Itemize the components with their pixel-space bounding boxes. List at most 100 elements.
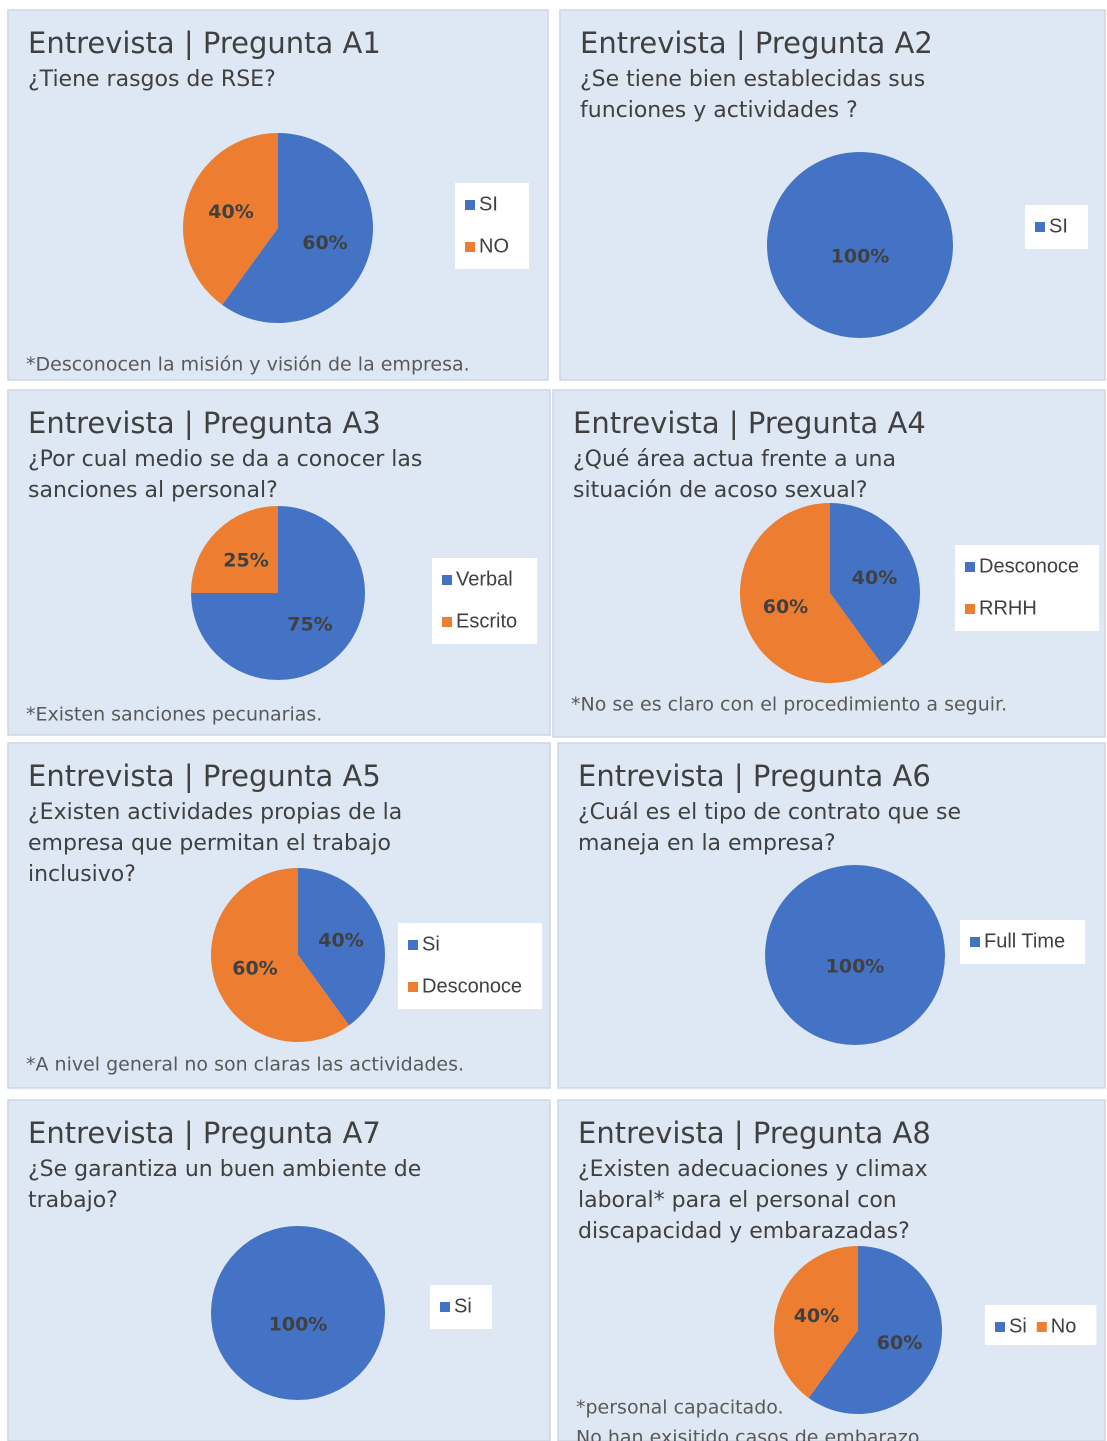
data-label: 75% [287,613,332,635]
pie: 100% [211,1226,385,1400]
question: ¿Se garantiza un buen ambiente de [28,1157,421,1182]
legend: Si No [985,1305,1097,1345]
pie-slice [222,133,374,324]
legend-swatch [465,242,475,252]
legend-box [955,545,1100,631]
panel-title: Entrevista | Pregunta A1 [28,26,381,60]
panel-title: Entrevista | Pregunta A4 [573,406,926,440]
legend: SI NO [455,183,529,269]
panel-title: Entrevista | Pregunta A2 [580,26,933,60]
legend-label: NO [479,235,509,257]
legend-label: Si [454,1295,472,1317]
question: trabajo? [28,1188,118,1213]
data-label: 60% [763,596,808,618]
pie-slice [808,1246,942,1415]
note: No han exisitido casos de embarazo [576,1427,919,1441]
legend: Si Desconoce [398,923,543,1009]
legend-swatch [442,575,452,585]
data-label: 60% [877,1332,922,1354]
question: sanciones al personal? [28,478,278,503]
legend-box [960,920,1086,964]
pie-slice [211,868,350,1042]
note: *Existen sanciones pecunarias. [26,704,322,726]
question: situación de acoso sexual? [573,478,868,503]
question: ¿Existen adecuaciones y climax [578,1157,928,1182]
panel-title: Entrevista | Pregunta A7 [28,1116,381,1150]
question: laboral* para el personal con [578,1188,897,1213]
legend-swatch [965,604,975,614]
data-label: 100% [826,956,885,978]
question: empresa que permitan el trabajo [28,831,391,856]
pie-slice [191,506,278,593]
legend-box [432,558,538,644]
legend-box [455,183,529,269]
pie: 40% 60% [211,868,386,1042]
legend-swatch [442,617,452,627]
panel-title: Entrevista | Pregunta A8 [578,1116,931,1150]
legend-label: RRHH [979,597,1037,619]
data-label: 40% [852,567,897,589]
legend-swatch [440,1302,450,1312]
legend-label: Si [1009,1315,1027,1337]
legend-label: No [1051,1315,1077,1337]
legend: Desconoce RRHH [955,545,1100,631]
legend-label: Full Time [984,930,1065,952]
note: *A nivel general no son claras las activ… [26,1054,464,1076]
pie: 75% 25% [191,506,365,680]
pie-slice [774,1246,858,1398]
legend-swatch [995,1322,1005,1332]
legend-label: Desconoce [422,975,522,997]
legend-swatch [408,982,418,992]
legend-label: Desconoce [979,555,1079,577]
pie-slice [767,152,953,338]
legend: SI [1025,205,1088,249]
pie-slice [211,1226,385,1400]
legend-label: SI [479,193,498,215]
data-label: 40% [318,930,363,952]
legend-swatch [1035,222,1045,232]
pie-slice [740,503,883,684]
pie: 60% 40% [774,1246,942,1415]
question: discapacidad y embarazadas? [578,1219,910,1244]
pie-slice [830,503,920,666]
note: *Desconocen la misión y visión de la emp… [26,354,470,376]
legend: Verbal Escrito [432,558,538,644]
question: ¿Qué área actua frente a una [573,447,896,472]
pie-slice [298,868,386,1026]
question: ¿Cuál es el tipo de contrato que se [578,800,961,825]
data-label: 40% [208,201,253,223]
legend-label: Escrito [456,610,517,632]
data-label: 100% [831,246,890,268]
question: funciones y actividades ? [580,98,858,123]
legend-label: Verbal [456,568,513,590]
legend: Full Time [960,920,1086,964]
legend: Si [430,1285,492,1329]
legend-swatch [965,562,975,572]
note: *personal capacitado. [576,1397,784,1419]
data-label: 60% [232,957,277,979]
pie: 100% [765,865,945,1045]
question: ¿Existen actividades propias de la [28,800,402,825]
panel-title: Entrevista | Pregunta A6 [578,759,931,793]
question: ¿Tiene rasgos de RSE? [28,67,276,92]
pie-slice [765,865,945,1045]
data-label: 100% [269,1314,328,1336]
legend-label: SI [1049,215,1068,237]
pie: 100% [767,152,953,338]
legend-swatch [1036,1322,1047,1332]
question: ¿Se tiene bien establecidas sus [580,67,925,92]
panel-title: Entrevista | Pregunta A3 [28,406,381,440]
legend-label: Si [422,933,440,955]
pie-slice [182,133,278,305]
data-label: 40% [794,1305,839,1327]
pie: 40% 60% [740,503,920,684]
panel-title: Entrevista | Pregunta A5 [28,759,381,793]
data-label: 25% [223,550,268,572]
question: ¿Por cual medio se da a conocer las [28,447,422,472]
question: maneja en la empresa? [578,831,836,856]
pie: 60% 40% [182,133,374,324]
legend-swatch [408,940,418,950]
data-label: 60% [302,232,347,254]
